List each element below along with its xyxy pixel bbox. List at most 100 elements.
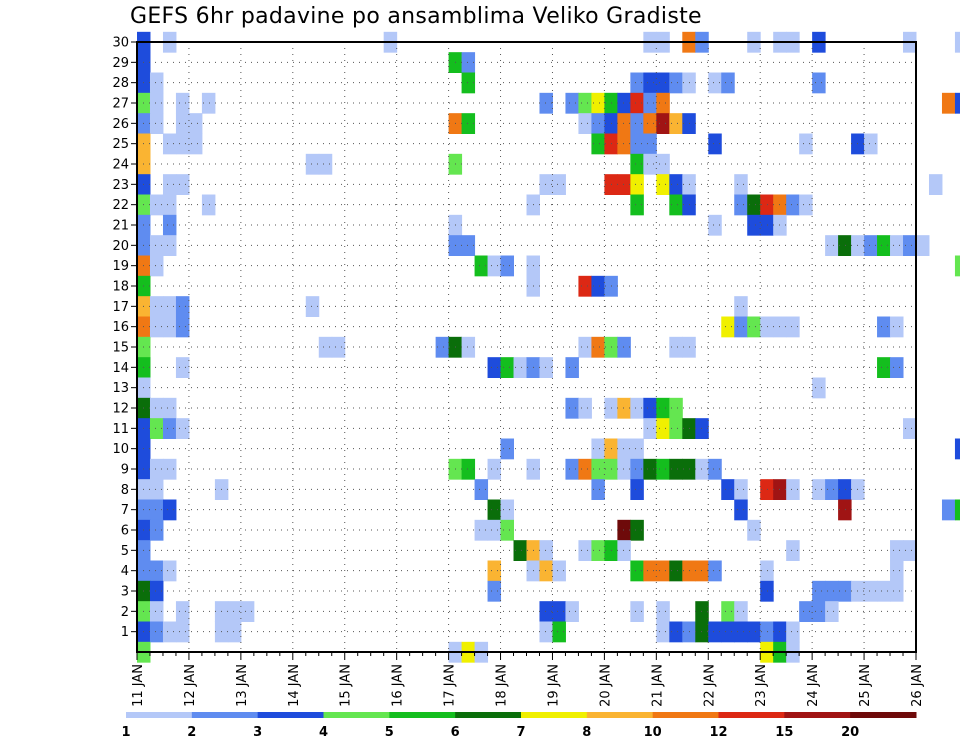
heat-cell xyxy=(617,458,631,480)
heat-cell xyxy=(591,113,605,134)
heat-cell xyxy=(864,580,878,602)
heat-cell xyxy=(838,580,852,602)
heat-cell xyxy=(162,458,177,480)
heat-cell xyxy=(578,113,592,134)
heat-cell xyxy=(591,92,605,114)
heat-cell xyxy=(461,235,476,256)
heat-cell xyxy=(890,580,904,602)
heat-cell xyxy=(175,601,190,622)
heat-cell xyxy=(747,214,761,236)
heat-cell xyxy=(630,153,644,175)
heat-cell xyxy=(149,194,164,216)
heat-cell xyxy=(175,357,190,378)
colorbar-swatch xyxy=(126,712,193,718)
heat-cell xyxy=(500,357,515,378)
heat-cell xyxy=(734,194,748,216)
heat-cell xyxy=(877,357,891,378)
heat-cell xyxy=(500,499,515,521)
heat-cell xyxy=(786,479,800,500)
heat-cell xyxy=(617,438,631,460)
heat-cell xyxy=(708,621,722,643)
heat-cell xyxy=(149,580,164,602)
heat-cell xyxy=(760,621,774,643)
y-tick-label: 23 xyxy=(112,178,129,193)
heat-cell xyxy=(877,580,891,602)
heat-cell xyxy=(786,540,800,561)
x-tick-label: 17 JAN xyxy=(443,664,458,707)
colorbar-swatch xyxy=(521,712,588,718)
y-tick-label: 25 xyxy=(112,137,129,152)
y-tick-label: 22 xyxy=(112,198,129,213)
heat-cell xyxy=(630,519,644,541)
x-tick-label: 13 JAN xyxy=(235,664,250,707)
heat-cell xyxy=(669,113,683,134)
x-axis: 11 JAN 12 JAN 13 JAN 14 JAN 15 JAN 16 JAN 17 J… xyxy=(131,652,925,707)
heat-cell xyxy=(539,174,553,195)
heat-cell xyxy=(578,336,592,358)
heat-cell xyxy=(149,255,164,277)
heat-cell xyxy=(630,601,644,622)
heat-cell xyxy=(500,519,515,541)
heat-cell xyxy=(656,153,670,175)
colorbar-label: 2 xyxy=(187,725,196,740)
heat-cell xyxy=(318,336,333,358)
heat-cell xyxy=(565,458,579,480)
x-tick-label: 12 JAN xyxy=(183,664,198,707)
heat-cell xyxy=(656,560,670,582)
heat-cell xyxy=(305,153,320,175)
heat-cell xyxy=(162,499,177,521)
heat-cell xyxy=(734,316,748,338)
x-tick-label: 20 JAN xyxy=(598,664,613,707)
heat-cell xyxy=(175,92,190,114)
colorbar: 1 2 3 4 5 6 7 8 10 12 15 20 xyxy=(121,712,917,740)
heat-cell xyxy=(812,72,826,94)
y-tick-label: 19 xyxy=(112,259,129,274)
heat-cell xyxy=(721,621,735,643)
heat-cell xyxy=(669,336,683,358)
heat-cell xyxy=(669,458,683,480)
y-tick-label: 26 xyxy=(112,117,129,132)
heat-cell xyxy=(539,357,553,378)
colorbar-label: 5 xyxy=(385,725,394,740)
heat-cell xyxy=(890,560,904,582)
colorbar-label: 20 xyxy=(841,725,859,740)
colorbar-swatch xyxy=(257,712,324,718)
heat-cell xyxy=(954,255,960,277)
heat-cell xyxy=(617,174,631,195)
heat-cell xyxy=(552,174,566,195)
heat-cell xyxy=(149,458,164,480)
y-tick-label: 27 xyxy=(112,97,129,112)
heat-cell xyxy=(201,92,216,114)
heat-cell xyxy=(786,194,800,216)
heat-cell xyxy=(838,479,852,500)
colorbar-swatch xyxy=(850,712,917,718)
heat-cell xyxy=(565,92,579,114)
heat-cell xyxy=(552,560,566,582)
heat-cell xyxy=(669,560,683,582)
heat-cell xyxy=(890,316,904,338)
heat-cell xyxy=(227,601,242,622)
y-tick-label: 20 xyxy=(112,239,129,254)
heat-cell xyxy=(656,72,670,94)
colorbar-swatch xyxy=(718,712,785,718)
heat-cell xyxy=(461,458,476,480)
heat-cell xyxy=(669,621,683,643)
colorbar-label: 3 xyxy=(253,725,262,740)
y-tick-label: 5 xyxy=(121,544,129,559)
heat-cell xyxy=(162,174,177,195)
heat-cell xyxy=(812,377,826,399)
heat-cell xyxy=(175,316,190,338)
heat-cell xyxy=(513,357,527,378)
colorbar-label: 8 xyxy=(582,725,591,740)
heat-cell xyxy=(825,235,839,256)
heat-cell xyxy=(812,601,826,622)
y-tick-label: 2 xyxy=(121,605,129,620)
heat-cell xyxy=(578,540,592,561)
heat-cell xyxy=(149,601,164,622)
heat-cell xyxy=(721,601,735,622)
heat-cell xyxy=(760,214,774,236)
heat-cell xyxy=(149,113,164,134)
x-tick-label: 22 JAN xyxy=(702,664,717,707)
heat-cell xyxy=(162,621,177,643)
heat-cell xyxy=(656,113,670,134)
